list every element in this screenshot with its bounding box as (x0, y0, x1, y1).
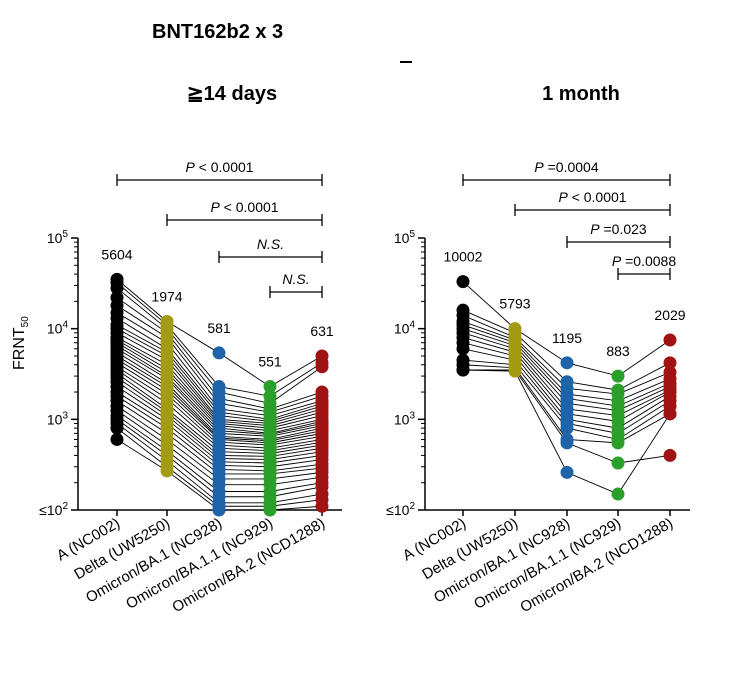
y-tick-label: 103 (47, 410, 69, 427)
y-tick-label: 104 (47, 320, 69, 337)
data-point (560, 436, 574, 450)
geometric-mean-label: 883 (606, 343, 630, 359)
data-point (456, 342, 470, 356)
data-point (611, 487, 625, 501)
comparison-label: N.S. (257, 236, 284, 252)
data-point (663, 356, 677, 370)
data-point (508, 364, 522, 378)
geometric-mean-label: 2029 (654, 307, 685, 323)
data-point (315, 499, 329, 513)
geometric-mean-label: 5604 (101, 246, 132, 262)
comparison-label: P < 0.0001 (558, 189, 626, 205)
geometric-mean-label: 1974 (151, 288, 182, 304)
geometric-mean-label: 631 (310, 323, 334, 339)
data-point (110, 432, 124, 446)
panel-title: 1 month (542, 83, 620, 105)
data-point (560, 421, 574, 435)
y-tick-label: 105 (394, 229, 416, 246)
y-tick-label: 104 (394, 320, 416, 337)
data-point (212, 503, 226, 517)
comparison-label: P =0.0004 (534, 159, 598, 175)
data-point (663, 448, 677, 462)
y-tick-label: ≤102 (386, 501, 415, 518)
geometric-mean-label: 1195 (552, 330, 582, 346)
data-point (110, 421, 124, 435)
data-point (663, 333, 677, 347)
comparison-label: P =0.0088 (612, 253, 676, 269)
y-axis-label: FRNT50 (11, 316, 31, 370)
data-point (212, 346, 226, 360)
subject-line (116, 282, 323, 397)
figure-title: BNT162b2 x 3 (152, 21, 283, 43)
y-tick-label: ≤102 (39, 501, 68, 518)
data-point (560, 356, 574, 370)
geometric-mean-label: 5793 (499, 296, 530, 312)
panel-title: ≧14 days (187, 83, 277, 105)
data-point (611, 436, 625, 450)
y-axis-label-subscript: 50 (20, 316, 31, 328)
data-point (160, 464, 174, 478)
geometric-mean-label: 581 (207, 320, 231, 336)
y-tick-label: 105 (47, 229, 69, 246)
stray-dash-mark (400, 61, 412, 63)
data-point (263, 503, 277, 517)
data-point (456, 275, 470, 289)
data-point (263, 380, 277, 394)
comparison-label: N.S. (282, 271, 309, 287)
data-point (456, 363, 470, 377)
geometric-mean-label: 10002 (444, 249, 483, 265)
comparison-label: P < 0.0001 (185, 159, 253, 175)
data-point (110, 281, 124, 295)
data-point (663, 407, 677, 421)
comparison-label: P < 0.0001 (210, 199, 278, 215)
geometric-mean-label: 551 (258, 354, 282, 370)
y-tick-label: 103 (394, 410, 416, 427)
data-point (560, 465, 574, 479)
data-point (611, 369, 625, 383)
comparison-label: P =0.023 (590, 221, 647, 237)
data-point (315, 360, 329, 374)
data-point (611, 456, 625, 470)
